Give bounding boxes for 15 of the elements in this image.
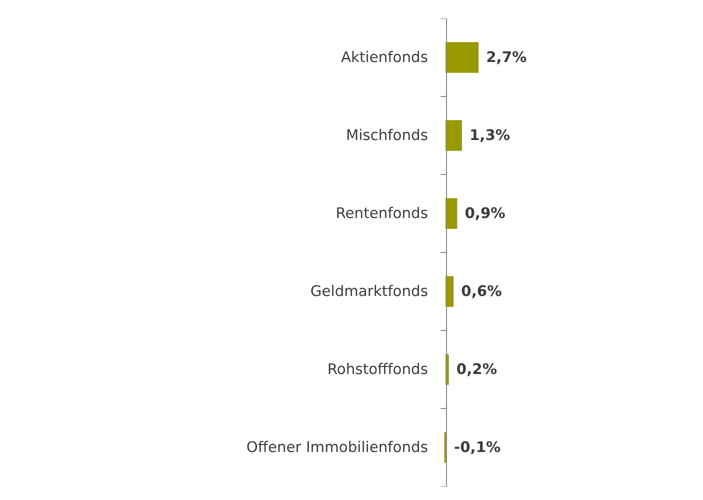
y-tick-label: Geldmarktfonds [310,283,428,300]
data-label: -0,1% [454,439,502,456]
y-tick-label: Rohstofffonds [327,361,428,378]
data-label: 0,2% [456,361,498,378]
data-label: 2,7% [486,49,528,66]
bar [446,198,458,229]
y-tick-label: Mischfonds [346,127,428,144]
y-tick-label: Rentenfonds [336,205,428,222]
y-tick-label: Aktienfonds [341,49,428,66]
data-label: 0,9% [464,205,506,222]
bar [446,120,462,151]
bar [446,42,479,73]
data-label: 1,3% [469,127,510,144]
data-label: 0,6% [461,283,502,300]
y-tick-label: Offener Immobilienfonds [246,439,428,456]
